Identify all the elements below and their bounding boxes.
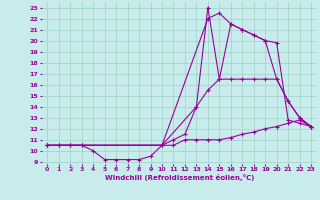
X-axis label: Windchill (Refroidissement éolien,°C): Windchill (Refroidissement éolien,°C) (105, 174, 254, 181)
